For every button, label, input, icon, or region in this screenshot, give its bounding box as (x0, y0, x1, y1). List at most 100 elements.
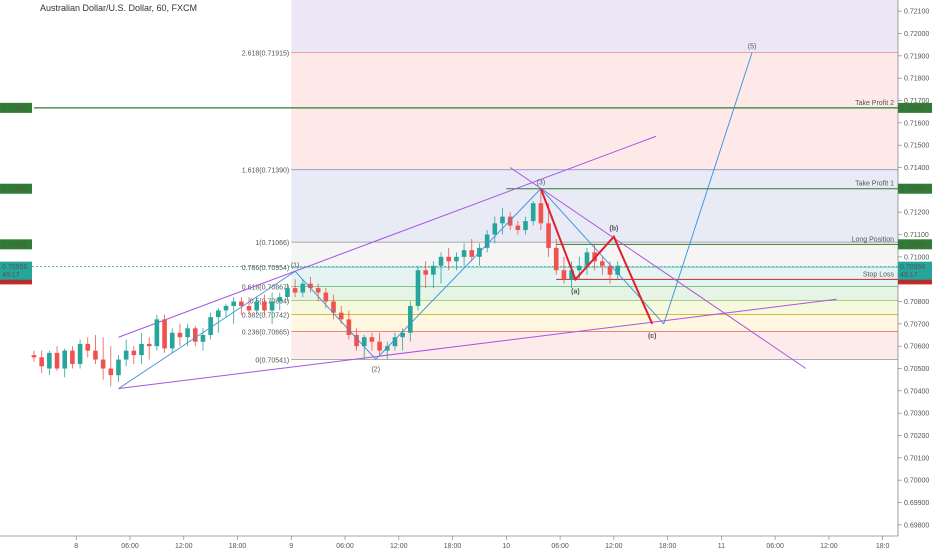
candle-body (239, 301, 244, 306)
fib-level-label: 1.618(0.71390) (242, 168, 289, 175)
trend-line (509, 167, 807, 369)
x-tick-label: 18:00 (444, 543, 462, 550)
y-tick-label: 0.71100 (904, 232, 929, 239)
candle-body (292, 288, 298, 293)
candle-body (461, 250, 467, 257)
candle-body (123, 350, 129, 360)
candle-body (600, 261, 605, 266)
left-price-tag (0, 239, 32, 250)
candle-body (454, 256, 459, 262)
candle-body (492, 223, 498, 235)
y-tick-label: 0.71500 (904, 143, 929, 150)
x-tick-label: 06:00 (766, 543, 784, 550)
candle-body (530, 203, 536, 222)
fib-level-label: 1(0.71066) (255, 240, 289, 247)
left-price-tag (0, 261, 32, 272)
candle-body (354, 335, 359, 347)
y-tick-label: 0.71600 (904, 120, 929, 127)
price-axis-tag-text: 0.70899 (900, 277, 925, 284)
x-tick-label: 18:00 (659, 543, 677, 550)
candle-body (553, 247, 559, 271)
elliott-wave-label: (3) (537, 180, 546, 187)
candle-body (277, 297, 283, 302)
candle-body (108, 368, 114, 376)
candle-body (431, 265, 436, 275)
y-tick-label: 0.71000 (904, 254, 929, 261)
fib-level-label: 2.618(0.71915) (242, 50, 289, 57)
candle-body (408, 305, 413, 333)
price-axis-tag (898, 183, 932, 194)
fib-zone (291, 331, 898, 360)
left-price-tag (0, 183, 32, 194)
y-tick-label: 0.70100 (904, 455, 929, 462)
candle-body (546, 223, 551, 248)
fib-zone (291, 267, 898, 287)
x-tick-label: 18:00 (229, 543, 247, 550)
left-price-tag (0, 269, 32, 280)
x-tick-label: 12:00 (175, 543, 193, 550)
candle-body (85, 343, 91, 351)
y-tick-label: 0.70800 (904, 299, 929, 306)
candle-body (100, 359, 106, 369)
elliott-wave-label: (1) (291, 262, 300, 269)
x-tick-label: 11 (718, 543, 725, 550)
fib-level-label: 0.786(0.70954) (242, 265, 289, 272)
x-tick-label: 06:00 (551, 543, 569, 550)
y-tick-label: 0.71400 (904, 165, 929, 172)
left-price-tag (0, 102, 32, 113)
candle-body (469, 250, 475, 257)
left-price-tag-text: 0.71305 (2, 186, 27, 193)
fib-level-label: 0.382(0.70742) (242, 312, 289, 319)
trade-level-name: Long Position (852, 236, 895, 243)
x-tick-label: 12:00 (390, 543, 408, 550)
candle-body (177, 332, 183, 338)
price-axis-tag (898, 102, 932, 113)
y-tick-label: 0.70300 (904, 411, 929, 418)
price-axis-tag-text: 49:17 (900, 272, 918, 279)
price-axis-tag-text: 0.71056 (900, 242, 925, 249)
y-tick-label: 0.69900 (904, 500, 929, 507)
y-tick-label: 0.70700 (904, 321, 929, 328)
fib-zone (291, 0, 898, 53)
y-tick-label: 0.71200 (904, 210, 929, 217)
abc-correction-path (539, 188, 654, 325)
candle-body (377, 341, 382, 351)
trend-line (118, 135, 657, 338)
candle-body (446, 256, 452, 262)
candle-body (70, 350, 75, 365)
fib-level-label: 0.618(0.70867) (242, 285, 289, 292)
candle-body (538, 203, 544, 224)
y-tick-label: 0.69800 (904, 522, 929, 529)
candle-body (338, 312, 344, 320)
candle-body (584, 252, 590, 266)
candle-body (423, 270, 428, 275)
candle-body (200, 335, 206, 342)
candle-body (39, 357, 44, 367)
candle-body (323, 292, 329, 302)
candle-body (415, 270, 421, 306)
x-tick-label: 9 (289, 543, 293, 550)
candle-body (262, 301, 267, 311)
left-price-tag-text: 0.71667 (2, 105, 27, 112)
trade-level-name: Take Profit 1 (855, 181, 894, 188)
fib-level-label: 0.5(0.70804) (250, 299, 290, 306)
candle-body (361, 337, 367, 347)
candle-body (93, 350, 98, 360)
candle-body (576, 265, 582, 271)
candle-body (500, 216, 505, 224)
y-tick-label: 0.71700 (904, 98, 929, 105)
x-tick-label: 12:00 (605, 543, 623, 550)
fib-level-label: 0.236(0.70665) (242, 330, 289, 337)
candle-body (169, 332, 175, 349)
candle-body (139, 343, 144, 356)
candle-body (154, 319, 160, 347)
elliott-wave-label: (2) (371, 366, 380, 373)
x-tick-label: 12:00 (820, 543, 838, 550)
candle-body (54, 352, 60, 369)
candle-body (369, 337, 375, 342)
candle-body (62, 350, 68, 369)
left-price-tag-text: 0.70899 (2, 277, 27, 284)
candle-body (400, 332, 405, 338)
